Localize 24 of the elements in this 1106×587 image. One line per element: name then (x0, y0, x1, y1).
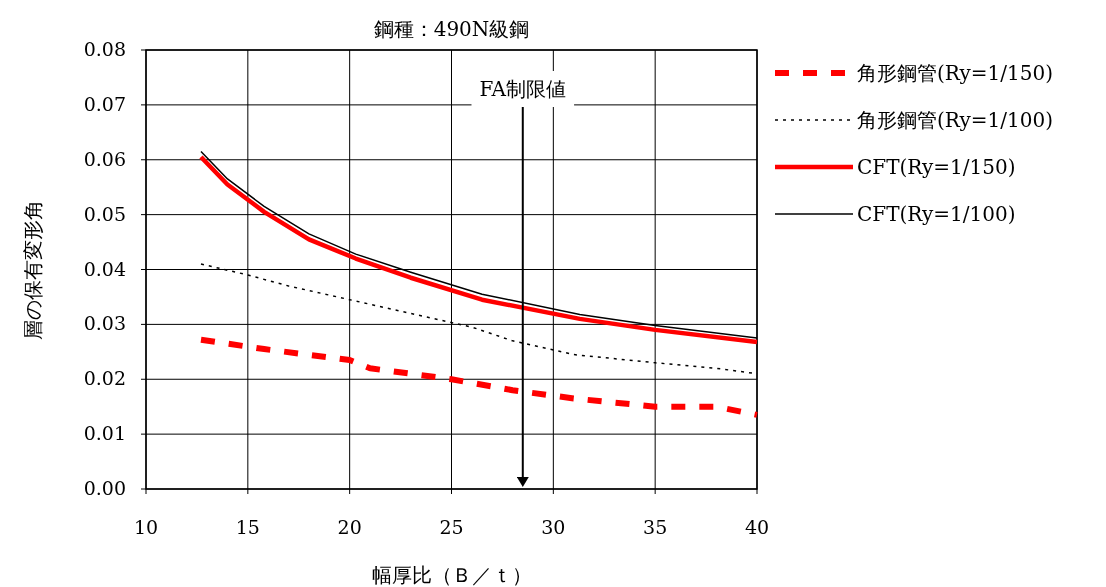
y-tick-label: 0.05 (83, 202, 126, 225)
y-tick-label: 0.08 (83, 38, 126, 60)
y-tick-label: 0.03 (83, 312, 126, 335)
y-tick-label: 0.00 (83, 477, 126, 499)
y-tick-label: 0.06 (83, 147, 126, 170)
y-tick-label: 0.07 (83, 92, 126, 115)
y-tick-label: 0.01 (83, 422, 126, 445)
y-axis-title: 層の保有変形角 (21, 199, 45, 340)
x-tick-label: 40 (744, 516, 770, 538)
x-tick-label: 35 (643, 516, 668, 538)
legend-label: 角形鋼管(Ry=1/150) (857, 61, 1054, 85)
y-tick-label: 0.04 (83, 257, 126, 280)
x-tick-label: 25 (439, 516, 464, 538)
legend-label: CFT(Ry=1/100) (857, 202, 1016, 226)
x-tick-label: 30 (541, 516, 566, 538)
x-tick-label: 20 (337, 516, 362, 538)
ref-line-label: FA制限値 (479, 77, 567, 101)
x-axis-title: 幅厚比（Ｂ／ｔ） (371, 563, 532, 587)
y-tick-label: 0.02 (83, 367, 126, 390)
x-tick-label: 10 (133, 516, 159, 538)
legend-label: CFT(Ry=1/150) (857, 155, 1016, 179)
chart-title: 鋼種：490N級鋼 (373, 17, 530, 41)
x-tick-label: 15 (235, 516, 260, 538)
legend-label: 角形鋼管(Ry=1/100) (857, 108, 1054, 132)
